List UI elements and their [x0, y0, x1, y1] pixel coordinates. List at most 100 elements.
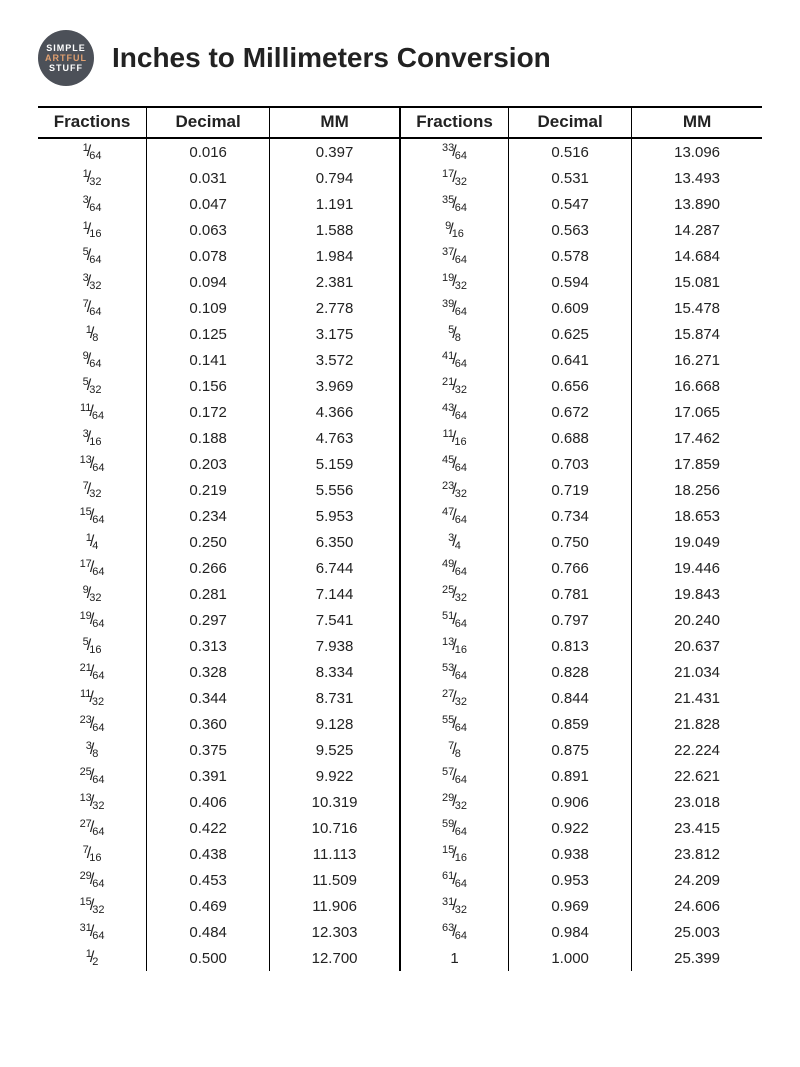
table-row: 5/160.3137.93813/160.81320.637: [38, 633, 762, 659]
table-cell: 19/32: [400, 269, 509, 295]
table-cell: 23.812: [632, 841, 762, 867]
table-row: 23/640.3609.12855/640.85921.828: [38, 711, 762, 737]
table-cell: 11/32: [38, 685, 147, 711]
conversion-table: FractionsDecimalMMFractionsDecimalMM 1/6…: [38, 106, 762, 971]
table-cell: 0.516: [509, 138, 632, 165]
table-cell: 17.859: [632, 451, 762, 477]
table-cell: 0.172: [147, 399, 270, 425]
table-cell: 4.763: [270, 425, 400, 451]
table-cell: 11.906: [270, 893, 400, 919]
table-cell: 15/64: [38, 503, 147, 529]
table-cell: 0.484: [147, 919, 270, 945]
table-row: 21/640.3288.33453/640.82821.034: [38, 659, 762, 685]
table-cell: 23.018: [632, 789, 762, 815]
table-cell: 17/64: [38, 555, 147, 581]
table-cell: 0.281: [147, 581, 270, 607]
table-row: 29/640.45311.50961/640.95324.209: [38, 867, 762, 893]
table-cell: 3/32: [38, 269, 147, 295]
table-cell: 13.493: [632, 165, 762, 191]
table-cell: 16.271: [632, 347, 762, 373]
table-cell: 0.719: [509, 477, 632, 503]
table-cell: 7.938: [270, 633, 400, 659]
table-cell: 7/16: [38, 841, 147, 867]
table-cell: 0.078: [147, 243, 270, 269]
table-cell: 0.391: [147, 763, 270, 789]
table-cell: 0.859: [509, 711, 632, 737]
table-cell: 7/8: [400, 737, 509, 763]
table-cell: 5/64: [38, 243, 147, 269]
table-cell: 21.034: [632, 659, 762, 685]
table-cell: 5/8: [400, 321, 509, 347]
table-cell: 21.828: [632, 711, 762, 737]
table-row: 11/640.1724.36643/640.67217.065: [38, 399, 762, 425]
table-row: 3/160.1884.76311/160.68817.462: [38, 425, 762, 451]
table-cell: 9.922: [270, 763, 400, 789]
table-cell: 1/32: [38, 165, 147, 191]
table-row: 9/640.1413.57241/640.64116.271: [38, 347, 762, 373]
table-cell: 1.588: [270, 217, 400, 243]
table-row: 7/320.2195.55623/320.71918.256: [38, 477, 762, 503]
table-cell: 0.672: [509, 399, 632, 425]
table-row: 13/640.2035.15945/640.70317.859: [38, 451, 762, 477]
table-row: 19/640.2977.54151/640.79720.240: [38, 607, 762, 633]
logo-line-2: ARTFUL: [45, 53, 87, 63]
table-cell: 21.431: [632, 685, 762, 711]
table-body: 1/640.0160.39733/640.51613.0961/320.0310…: [38, 138, 762, 971]
table-cell: 9.128: [270, 711, 400, 737]
table-cell: 0.563: [509, 217, 632, 243]
table-cell: 7/32: [38, 477, 147, 503]
table-cell: 6.350: [270, 529, 400, 555]
table-row: 11/320.3448.73127/320.84421.431: [38, 685, 762, 711]
table-row: 9/320.2817.14425/320.78119.843: [38, 581, 762, 607]
table-cell: 9/64: [38, 347, 147, 373]
table-cell: 0.875: [509, 737, 632, 763]
table-cell: 0.469: [147, 893, 270, 919]
logo-line-3: STUFF: [49, 63, 83, 73]
table-cell: 0.422: [147, 815, 270, 841]
table-row: 1/40.2506.3503/40.75019.049: [38, 529, 762, 555]
table-row: 3/80.3759.5257/80.87522.224: [38, 737, 762, 763]
table-cell: 1/16: [38, 217, 147, 243]
table-row: 7/160.43811.11315/160.93823.812: [38, 841, 762, 867]
table-cell: 7/64: [38, 295, 147, 321]
table-cell: 23/64: [38, 711, 147, 737]
table-column-header: MM: [632, 107, 762, 138]
table-cell: 15/32: [38, 893, 147, 919]
table-cell: 39/64: [400, 295, 509, 321]
table-cell: 29/32: [400, 789, 509, 815]
table-cell: 1: [400, 945, 509, 971]
table-cell: 37/64: [400, 243, 509, 269]
table-cell: 13.890: [632, 191, 762, 217]
table-cell: 13/64: [38, 451, 147, 477]
table-cell: 29/64: [38, 867, 147, 893]
table-cell: 1.000: [509, 945, 632, 971]
table-cell: 18.653: [632, 503, 762, 529]
table-cell: 20.240: [632, 607, 762, 633]
table-row: 7/640.1092.77839/640.60915.478: [38, 295, 762, 321]
table-cell: 5.953: [270, 503, 400, 529]
table-row: 15/640.2345.95347/640.73418.653: [38, 503, 762, 529]
table-cell: 45/64: [400, 451, 509, 477]
table-cell: 3/64: [38, 191, 147, 217]
table-cell: 21/32: [400, 373, 509, 399]
table-cell: 31/32: [400, 893, 509, 919]
table-row: 17/640.2666.74449/640.76619.446: [38, 555, 762, 581]
table-cell: 59/64: [400, 815, 509, 841]
table-cell: 49/64: [400, 555, 509, 581]
table-row: 1/320.0310.79417/320.53113.493: [38, 165, 762, 191]
table-cell: 0.406: [147, 789, 270, 815]
table-cell: 0.594: [509, 269, 632, 295]
table-cell: 0.797: [509, 607, 632, 633]
table-cell: 0.125: [147, 321, 270, 347]
table-column-header: Fractions: [400, 107, 509, 138]
table-column-header: MM: [270, 107, 400, 138]
table-cell: 0.094: [147, 269, 270, 295]
table-cell: 11.113: [270, 841, 400, 867]
table-cell: 14.684: [632, 243, 762, 269]
table-cell: 2.381: [270, 269, 400, 295]
table-cell: 0.813: [509, 633, 632, 659]
table-cell: 12.303: [270, 919, 400, 945]
table-row: 13/320.40610.31929/320.90623.018: [38, 789, 762, 815]
table-cell: 9.525: [270, 737, 400, 763]
table-cell: 31/64: [38, 919, 147, 945]
